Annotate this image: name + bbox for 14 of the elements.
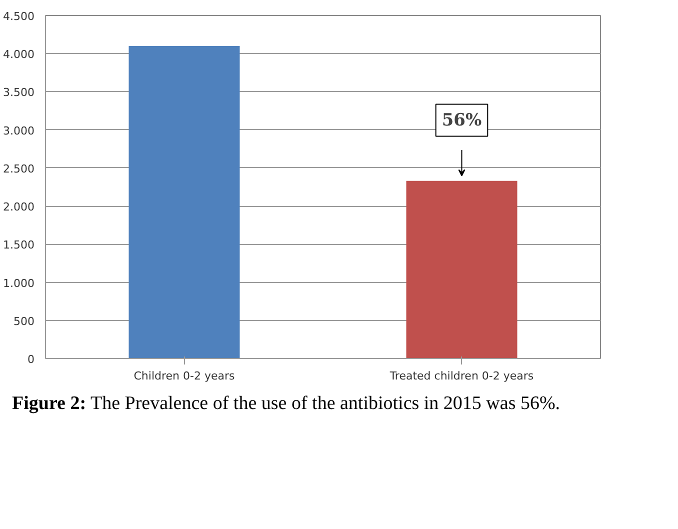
y-tick-label: 2.000 [3,200,35,214]
y-tick-label: 3.000 [3,124,35,138]
y-tick-label: 500 [14,314,35,328]
y-tick-label: 1.000 [3,276,35,290]
caption: Figure 2: The Prevalence of the use of the antibiotics in 2015 was 56%. [12,392,560,416]
y-tick-label: 0 [28,353,34,366]
annotation: 56% [442,110,482,130]
y-tick-label: 3.500 [3,86,35,100]
y-tick-label: 4.500 [3,10,35,23]
y-tick-label: 1.500 [3,238,35,252]
x-tick-label: Treated children 0-2 years [388,370,534,382]
x-tick-label: Children 0-2 years [134,370,236,382]
y-tick-label: 4.000 [3,48,35,62]
y-tick-label: 2.500 [3,162,35,176]
